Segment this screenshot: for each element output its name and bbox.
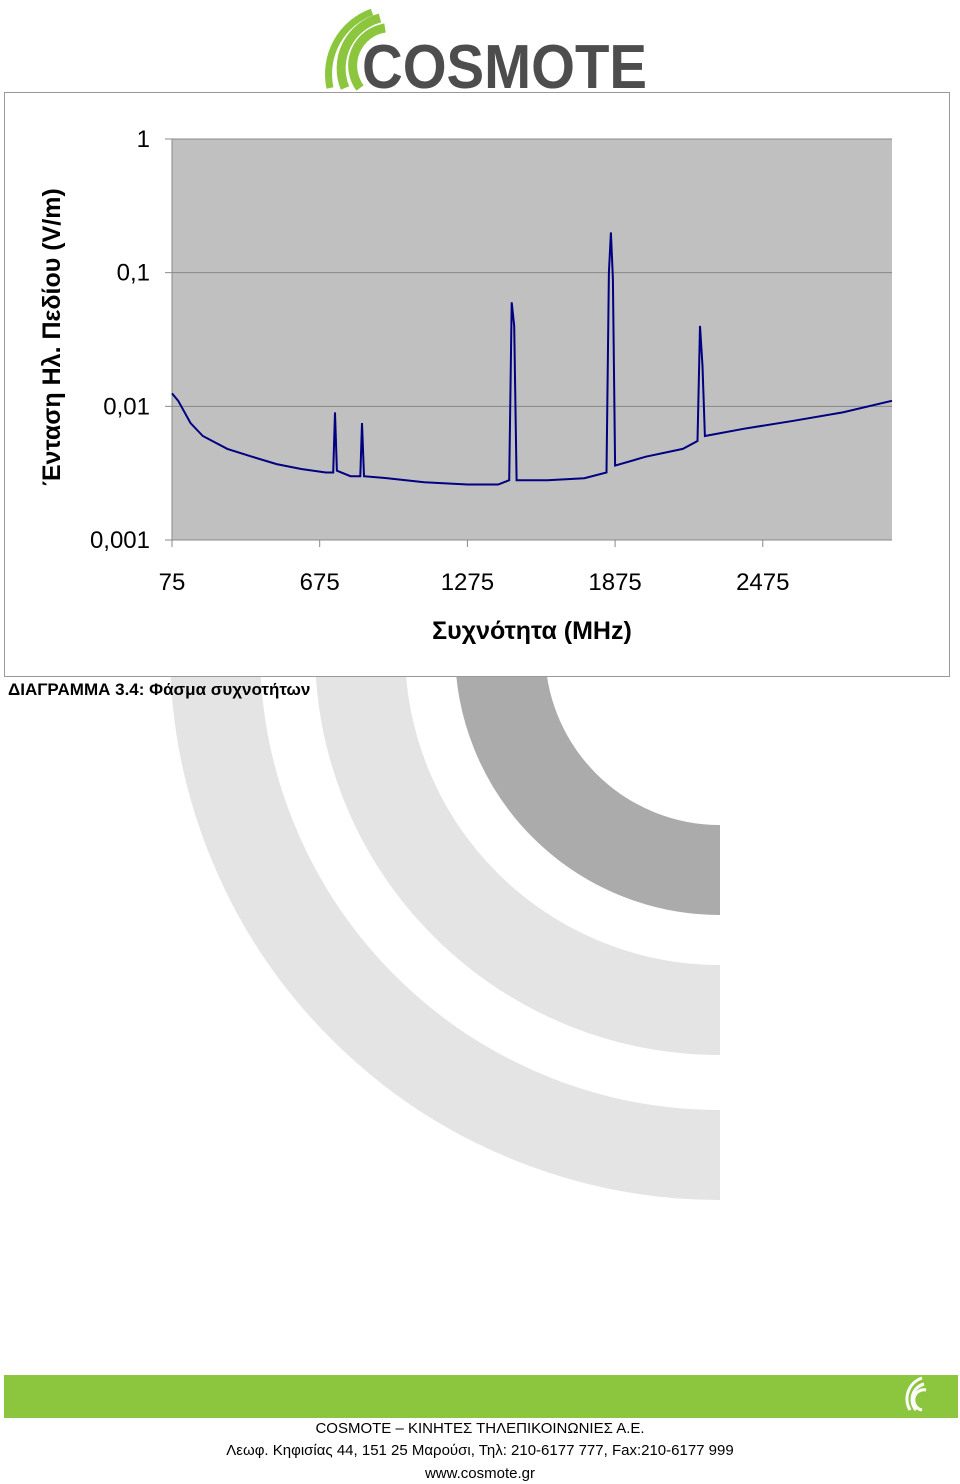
- footer-logo: [905, 1376, 927, 1412]
- y-tick-label: 1: [137, 126, 150, 153]
- x-tick-label: 1875: [588, 569, 641, 596]
- spectrum-line: [171, 232, 893, 486]
- logo: COSMOTE: [325, 8, 647, 102]
- x-axis-title: Συχνότητα (MHz): [432, 617, 632, 645]
- logo-arc: [336, 13, 382, 90]
- y-tick-label: 0,01: [103, 393, 150, 420]
- footer-company: COSMOTE – ΚΙΝΗΤΕΣ ΤΗΛΕΠΙΚΟΙΝΩΝΙΕΣ Α.Ε.: [315, 1420, 644, 1437]
- x-tick-label: 1275: [441, 569, 494, 596]
- plot-area: [172, 139, 892, 540]
- logo-text: COSMOTE: [362, 33, 647, 102]
- x-tick-label: 2475: [736, 569, 789, 596]
- watermark-arc: [315, 300, 721, 1055]
- y-tick-label: 0,001: [90, 527, 150, 554]
- caption: ΔΙΑΓΡΑΜΜΑ 3.4: Φάσμα συχνοτήτων: [8, 680, 310, 699]
- watermark-arc: [170, 300, 721, 1200]
- logo-arc: [325, 8, 374, 89]
- x-tick-label: 675: [300, 569, 340, 596]
- chart: 0,001 0,01 0,1 1 75 675 1275 1875 2475 Συχνότητα …: [38, 126, 893, 645]
- x-tick-label: 75: [159, 569, 186, 596]
- y-tick-label: 0,1: [117, 260, 150, 287]
- watermark-arc: [455, 300, 721, 915]
- footer-website: www.cosmote.gr: [424, 1465, 535, 1482]
- y-axis-title: Ένταση Ηλ. Πεδίου (V/m): [38, 188, 66, 486]
- footer-address: Λεωφ. Κηφισίας 44, 151 25 Μαρούσι, Τηλ: …: [226, 1442, 733, 1459]
- footer-bar: [4, 1375, 958, 1418]
- watermark: [170, 300, 721, 1200]
- logo-arc: [348, 23, 386, 91]
